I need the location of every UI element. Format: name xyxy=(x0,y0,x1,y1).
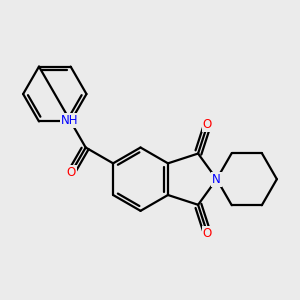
Text: NH: NH xyxy=(61,114,79,127)
Text: O: O xyxy=(203,118,212,131)
Text: O: O xyxy=(203,227,212,240)
Text: N: N xyxy=(212,173,221,186)
Text: O: O xyxy=(67,166,76,179)
